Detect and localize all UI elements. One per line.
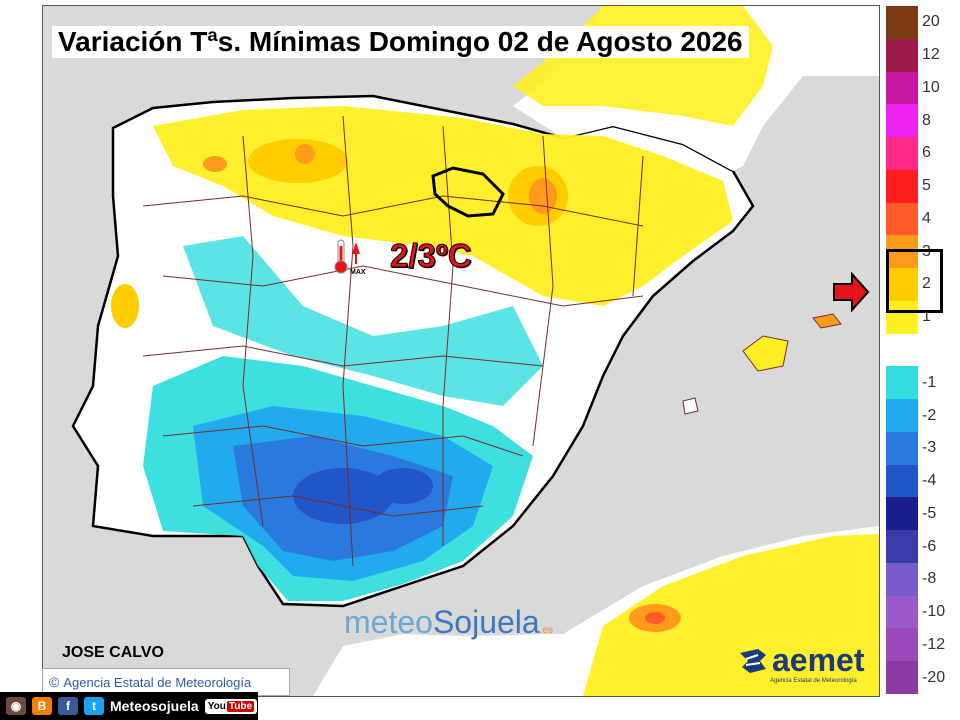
- legend-label: -5: [922, 504, 937, 522]
- legend-label: -3: [922, 439, 937, 457]
- twitter-icon[interactable]: t: [84, 697, 104, 715]
- aemet-subtitle: Agencia Estatal de Meteorología: [770, 678, 857, 684]
- legend-swatch: [886, 562, 918, 597]
- social-bar: ◉ B f t Meteosojuela You Tube: [0, 692, 258, 720]
- author-credit: JOSE CALVO: [62, 644, 164, 661]
- legend-swatch: [886, 464, 918, 498]
- balearic-mallorca: [742, 335, 789, 372]
- legend-label: -1: [922, 373, 937, 391]
- legend-label: 10: [922, 78, 940, 96]
- legend-swatch: [886, 399, 918, 433]
- legend-swatch: [886, 595, 918, 629]
- legend-label: 4: [922, 209, 931, 227]
- legend-label: 6: [922, 144, 931, 162]
- la-rioja-outline: [431, 166, 505, 218]
- svg-text:MAX: MAX: [350, 269, 366, 276]
- legend-label: -20: [922, 668, 946, 686]
- blogger-icon[interactable]: B: [32, 697, 52, 715]
- legend-highlight-box: [886, 249, 943, 313]
- legend-swatch: [886, 333, 918, 367]
- legend-swatch: [886, 169, 918, 204]
- facebook-icon[interactable]: f: [58, 697, 78, 715]
- temperature-map: [71, 6, 879, 696]
- legend-swatch: [886, 268, 918, 302]
- legend-swatch: [886, 497, 918, 531]
- legend-swatch: [886, 366, 918, 400]
- agency-credit: © Agencia Estatal de Meteorología: [42, 668, 290, 696]
- legend-swatch: [886, 530, 918, 564]
- legend-swatch: [886, 431, 918, 466]
- map-frame: [42, 5, 880, 697]
- legend-swatch: [886, 38, 918, 72]
- legend-label: 20: [922, 13, 940, 31]
- legend-label: -8: [922, 570, 937, 588]
- legend-swatch: [886, 661, 918, 695]
- temperature-range-value: 2/3ºC: [390, 237, 473, 275]
- copyright-symbol: ©: [49, 674, 60, 690]
- youtube-icon[interactable]: You Tube: [204, 698, 258, 714]
- legend-swatch: [886, 628, 918, 662]
- aemet-logo: aemet: [736, 642, 865, 679]
- brand-suffix: .es: [539, 625, 554, 636]
- arrow-right-icon: [833, 272, 870, 312]
- legend-label: -2: [922, 406, 937, 424]
- legend-label: 1: [922, 308, 931, 326]
- legend-label: 8: [922, 111, 931, 129]
- color-legend: 20 12 10 8 6 5 4 3 2 1 -1 -2 -3 -4 -5 -6 -8 -10 -12 -20: [886, 6, 960, 695]
- meteosojuela-brand: meteoSojuela.es: [344, 604, 553, 641]
- balearic-ibiza: [682, 397, 699, 415]
- legend-label: 2: [922, 275, 931, 293]
- instagram-icon[interactable]: ◉: [6, 697, 26, 715]
- balearic-menorca: [812, 313, 842, 329]
- temperature-badge: MAX 2/3ºC: [332, 236, 472, 276]
- aemet-emblem-icon: [740, 648, 766, 673]
- legend-label: 5: [922, 177, 931, 195]
- legend-swatch: [886, 137, 918, 171]
- legend-swatch: [886, 202, 918, 236]
- thermometer-max-icon: MAX: [334, 239, 366, 276]
- legend-label: -12: [922, 635, 946, 653]
- legend-swatch: [886, 71, 918, 105]
- legend-label: -10: [922, 603, 946, 621]
- cold-zone-center: [183, 236, 543, 406]
- brand-name: Sojuela: [432, 604, 540, 640]
- legend-label: -4: [922, 472, 937, 490]
- legend-label: -6: [922, 537, 937, 555]
- warm-zone-africa: [583, 534, 879, 696]
- social-handle: Meteosojuela: [110, 698, 199, 714]
- aemet-name: aemet: [772, 642, 865, 678]
- legend-swatch: [886, 104, 918, 138]
- province-borders: [142, 115, 644, 567]
- legend-swatch: [886, 300, 918, 335]
- legend-swatch: [886, 6, 918, 40]
- map-title: Variación Tªs. Mínimas Domingo 02 de Ago…: [52, 26, 749, 58]
- agency-name: Agencia Estatal de Meteorología: [63, 674, 252, 690]
- legend-label: 12: [922, 46, 940, 64]
- brand-prefix: meteo: [344, 604, 433, 640]
